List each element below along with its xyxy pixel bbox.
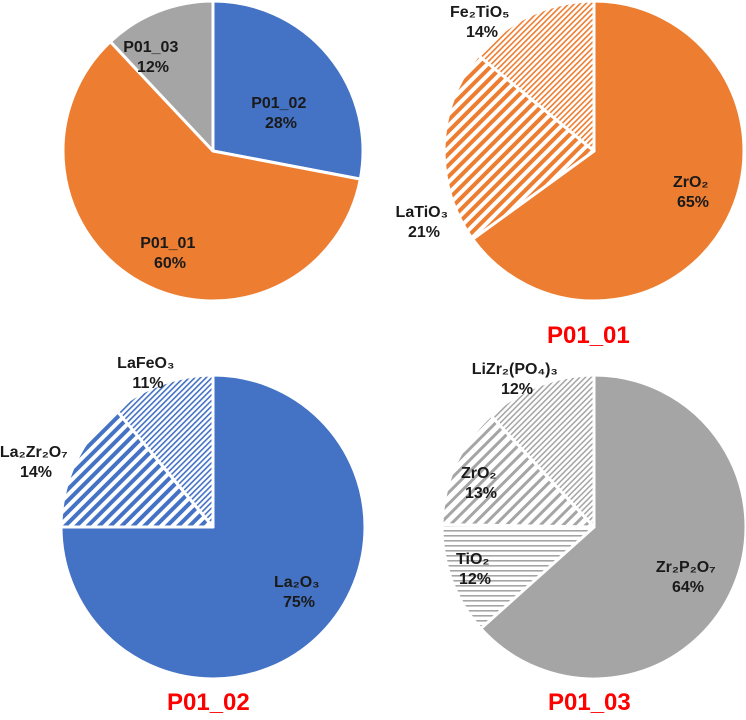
pie3-slice-zro2 [440,413,596,529]
pie1-slice-latio3 [442,53,596,241]
svg-text:P01_01 60%: P01_01 60% [140,235,200,272]
svg-text:Fe₂TiO₅ 14%: Fe₂TiO₅ 14% [450,4,514,41]
pie0-label-p01-03: P01_03 [123,39,178,56]
svg-text:La₂Zr₂O₇ 14%: La₂Zr₂O₇ 14% [0,444,72,481]
pie3-slice-tio2 [440,523,596,630]
pie3-pct-zro2: 13% [465,485,497,502]
pie0-pct-p01-02: 28% [265,115,297,132]
pie-p01-03: Zr₂P₂O₇ 64% TiO₂ 12% ZrO₂ 13% LiZr₂(PO₄)… [440,361,746,681]
pie-p01-02: La₂O₃ 75% La₂Zr₂O₇ 14% LaFeO₃ 11% [0,355,367,681]
pie2-pct-lafeo3: 11% [132,375,163,392]
pie0-pct-p01-03: 12% [137,59,169,76]
pie3-pct-lizr2po43: 12% [501,381,533,398]
svg-text:La₂O₃ 75%: La₂O₃ 75% [274,574,324,611]
pie1-slice-fe2tio5 [476,0,596,153]
svg-text:TiO₂ 12%: TiO₂ 12% [456,551,494,588]
pie0-slice-p01-03 [108,0,215,153]
pie2-label-lafeo3: LaFeO₃ [117,355,174,372]
pie3-slice-lizr2po43 [489,373,596,529]
pie0-label-p01-02: P01_02 [251,95,306,112]
pie0-slice-p01-02 [211,0,365,181]
pie3-label-zro2: ZrO₂ [461,465,497,482]
pie1-label-zro2: ZrO₂ [673,174,709,191]
chart-caption-p01-02: P01_02 [167,689,250,716]
svg-text:LaTiO₃ 21%: LaTiO₃ 21% [396,204,453,241]
chart-caption-p01-01: P01_01 [547,322,630,349]
pie0-slice-p01-01 [61,40,362,303]
pie2-label-la2o3: La₂O₃ [274,574,320,591]
pie3-label-tio2: TiO₂ [456,551,489,568]
pie3-slice-zr2p2o7 [479,373,746,681]
svg-text:P01_03 12%: P01_03 12% [123,39,183,76]
pie1-pct-fe2tio5: 14% [466,24,498,41]
pie2-label-la2zr2o7: La₂Zr₂O₇ [0,444,68,461]
pie3-pct-zr2p2o7: 64% [672,579,704,596]
pie3-pct-tio2: 12% [459,571,491,588]
pie2-slice-la2o3 [59,373,367,681]
svg-text:P01_02 28%: P01_02 28% [251,95,311,132]
chart-caption-p01-03: P01_03 [548,689,631,716]
pie1-pct-latio3: 21% [408,224,440,241]
pie1-slice-zro2 [471,0,746,303]
pie3-label-lizr2po43: LiZr₂(PO₄)₃ [472,361,558,378]
pie2-pct-la2zr2o7: 14% [20,464,52,481]
pie-p01-01: ZrO₂ 65% LaTiO₃ 21% Fe₂TiO₅ 14% [396,0,746,303]
svg-text:ZrO₂ 13%: ZrO₂ 13% [461,465,501,502]
pie2-slice-la2zr2o7 [59,408,215,529]
pie1-label-latio3: LaTiO₃ [396,204,448,221]
svg-text:LaFeO₃ 11%: LaFeO₃ 11% [117,355,179,392]
pie1-pct-zro2: 65% [677,194,709,211]
pie-overall: P01_02 28% P01_01 60% P01_03 12% [61,0,365,303]
pie1-label-fe2tio5: Fe₂TiO₅ [450,4,510,21]
pie3-label-zr2p2o7: Zr₂P₂O₇ [656,559,716,576]
svg-text:LiZr₂(PO₄)₃ 12%: LiZr₂(PO₄)₃ 12% [472,361,563,398]
svg-text:ZrO₂ 65%: ZrO₂ 65% [673,174,713,211]
pie0-pct-p01-01: 60% [154,255,186,272]
pie2-slice-lafeo3 [114,373,215,529]
svg-text:Zr₂P₂O₇ 64%: Zr₂P₂O₇ 64% [656,559,720,596]
pie0-label-p01-01: P01_01 [140,235,195,252]
pie2-pct-la2o3: 75% [283,594,315,611]
